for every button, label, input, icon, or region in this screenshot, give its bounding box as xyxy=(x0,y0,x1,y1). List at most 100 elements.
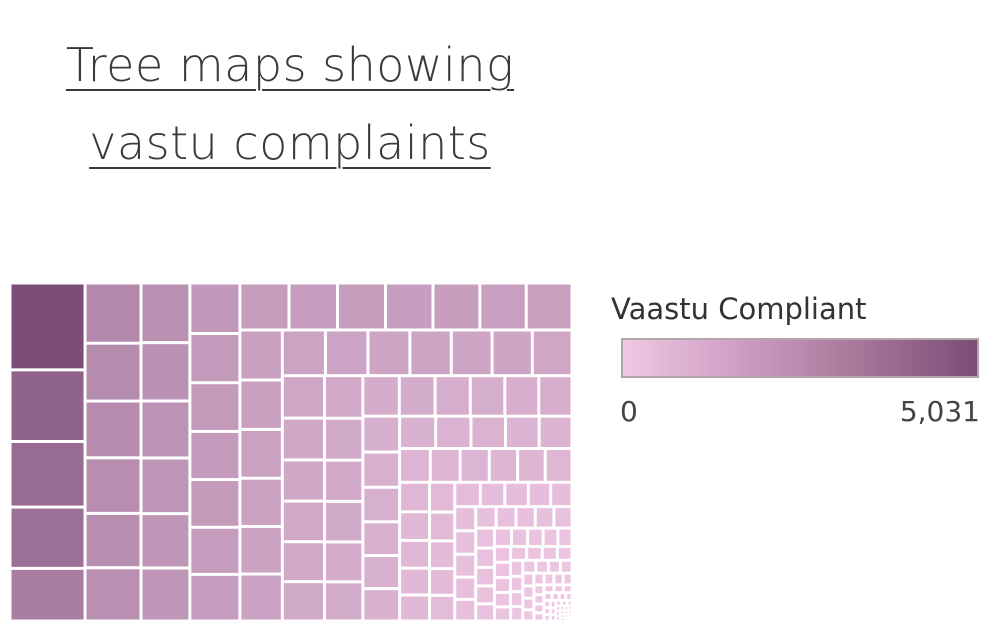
treemap-tile-51[interactable] xyxy=(324,375,363,419)
treemap-tile-79[interactable] xyxy=(545,448,573,483)
treemap-tile-106[interactable] xyxy=(475,548,495,568)
treemap-tile-19[interactable] xyxy=(189,333,240,383)
treemap-tile-138[interactable] xyxy=(553,573,564,585)
treemap-tile-127[interactable] xyxy=(510,606,523,621)
treemap-tile-120[interactable] xyxy=(510,546,527,561)
treemap-tile-10[interactable] xyxy=(85,513,142,568)
treemap-tile-12[interactable] xyxy=(141,283,190,343)
treemap-tile-73[interactable] xyxy=(539,416,573,449)
treemap-tile-30[interactable] xyxy=(479,283,527,330)
treemap-tile-98[interactable] xyxy=(454,577,476,600)
treemap-tile-166[interactable] xyxy=(559,610,566,615)
treemap-tile-180[interactable] xyxy=(570,619,573,622)
treemap-tile-76[interactable] xyxy=(460,448,490,483)
treemap-tile-35[interactable] xyxy=(239,478,283,527)
treemap-tile-39[interactable] xyxy=(325,329,368,376)
treemap-tile-122[interactable] xyxy=(542,546,558,561)
treemap-tile-36[interactable] xyxy=(239,526,283,575)
treemap-tile-54[interactable] xyxy=(324,501,363,542)
treemap-tile-24[interactable] xyxy=(189,574,240,622)
treemap-tile-65[interactable] xyxy=(362,487,400,522)
treemap-tile-101[interactable] xyxy=(496,506,517,529)
treemap-tile-17[interactable] xyxy=(141,567,190,621)
treemap-tile-5[interactable] xyxy=(10,568,86,621)
treemap-tile-117[interactable] xyxy=(494,577,511,593)
treemap-tile-29[interactable] xyxy=(432,283,480,330)
treemap-tile-104[interactable] xyxy=(553,506,573,529)
treemap-tile-102[interactable] xyxy=(516,506,536,529)
treemap-tile-86[interactable] xyxy=(429,512,455,541)
treemap-tile-149[interactable] xyxy=(559,592,566,601)
treemap-tile-2[interactable] xyxy=(10,369,86,442)
treemap-tile-33[interactable] xyxy=(239,379,283,430)
treemap-tile-45[interactable] xyxy=(282,375,325,419)
treemap-tile-84[interactable] xyxy=(399,595,430,621)
treemap-tile-144[interactable] xyxy=(543,584,554,593)
treemap-tile-103[interactable] xyxy=(535,506,554,529)
treemap-tile-107[interactable] xyxy=(475,567,495,586)
treemap-tile-145[interactable] xyxy=(553,584,564,593)
treemap-tile-154[interactable] xyxy=(550,600,556,608)
treemap-tile-123[interactable] xyxy=(557,546,572,561)
treemap-tile-31[interactable] xyxy=(526,283,573,330)
treemap-tile-118[interactable] xyxy=(494,592,511,607)
treemap-tile-87[interactable] xyxy=(429,540,455,569)
treemap-tile-57[interactable] xyxy=(362,375,400,417)
treemap-tile-22[interactable] xyxy=(189,479,240,528)
treemap-tile-68[interactable] xyxy=(362,588,400,621)
treemap-tile-142[interactable] xyxy=(533,603,544,613)
treemap-tile-132[interactable] xyxy=(522,573,534,586)
treemap-tile-63[interactable] xyxy=(362,416,400,453)
treemap-tile-77[interactable] xyxy=(489,448,518,483)
treemap-tile-74[interactable] xyxy=(399,448,431,483)
treemap-tile-171[interactable] xyxy=(564,613,568,619)
treemap-tile-13[interactable] xyxy=(141,342,190,401)
treemap-tile-168[interactable] xyxy=(559,617,566,622)
treemap-tile-97[interactable] xyxy=(454,554,476,578)
treemap-tile-156[interactable] xyxy=(550,614,556,622)
treemap-tile-108[interactable] xyxy=(475,585,495,604)
treemap-tile-136[interactable] xyxy=(533,573,545,585)
treemap-tile-114[interactable] xyxy=(557,528,572,547)
treemap-tile-16[interactable] xyxy=(141,513,190,568)
treemap-tile-64[interactable] xyxy=(362,452,400,488)
treemap-tile-70[interactable] xyxy=(435,416,471,449)
treemap-tile-59[interactable] xyxy=(435,375,471,417)
treemap-tile-32[interactable] xyxy=(239,329,283,380)
treemap-tile-66[interactable] xyxy=(362,521,400,556)
treemap-tile-62[interactable] xyxy=(538,375,572,417)
treemap-tile-58[interactable] xyxy=(399,375,436,417)
treemap-tile-119[interactable] xyxy=(494,606,511,621)
treemap-tile-124[interactable] xyxy=(510,560,523,577)
treemap-tile-78[interactable] xyxy=(517,448,546,483)
treemap-tile-11[interactable] xyxy=(85,567,142,621)
treemap-tile-47[interactable] xyxy=(282,459,325,502)
treemap-tile-28[interactable] xyxy=(385,283,433,330)
treemap-tile-44[interactable] xyxy=(532,329,573,376)
treemap-tile-115[interactable] xyxy=(494,546,511,563)
treemap-tile-99[interactable] xyxy=(454,599,476,621)
treemap-tile-146[interactable] xyxy=(563,584,573,593)
treemap-tile-3[interactable] xyxy=(10,441,86,508)
treemap-tile-161[interactable] xyxy=(555,610,561,617)
treemap-tile-164[interactable] xyxy=(564,605,569,611)
treemap-tile-147[interactable] xyxy=(543,592,552,601)
treemap-tile-9[interactable] xyxy=(85,457,142,514)
treemap-tile-80[interactable] xyxy=(399,482,430,512)
treemap-tile-172[interactable] xyxy=(564,617,568,622)
treemap-tile-92[interactable] xyxy=(504,482,529,507)
treemap-tile-139[interactable] xyxy=(563,573,573,585)
treemap-tile-56[interactable] xyxy=(324,581,363,621)
treemap-tile-72[interactable] xyxy=(505,416,540,449)
treemap-tile-25[interactable] xyxy=(239,283,289,330)
treemap-tile-151[interactable] xyxy=(543,600,551,608)
treemap-tile-173[interactable] xyxy=(567,613,571,618)
treemap-tile-83[interactable] xyxy=(399,568,430,596)
treemap-tile-128[interactable] xyxy=(522,560,536,574)
treemap-tile-150[interactable] xyxy=(565,592,572,601)
treemap-tile-100[interactable] xyxy=(475,506,497,529)
treemap-tile-20[interactable] xyxy=(189,382,240,432)
treemap-tile-67[interactable] xyxy=(362,555,400,589)
treemap-tile-113[interactable] xyxy=(543,528,558,547)
treemap-tile-75[interactable] xyxy=(430,448,461,483)
